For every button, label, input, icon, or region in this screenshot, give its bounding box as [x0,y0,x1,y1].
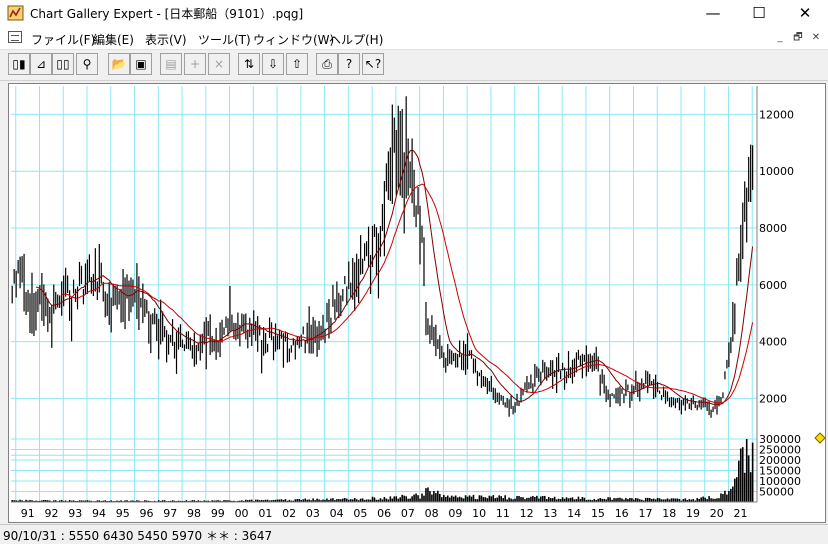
menu-bar: ファイル(F) 編集(E) 表示(V) ツール(T) ウィンドウ(W) ヘルプ(… [0,27,828,50]
moving-average-2 [61,183,754,404]
help-icon: ? [345,57,353,71]
year-tick-label: 16 [615,507,629,520]
menu-edit[interactable]: 編集(E) [93,33,134,47]
doc-restore-button[interactable]: 🗗 [793,32,803,43]
save-disk-button[interactable]: ▣ [130,53,152,75]
year-tick-label: 97 [163,507,177,520]
price-tick-label: 10000 [759,165,794,178]
print-icon: ⎙ [322,57,332,71]
year-tick-label: 00 [235,507,249,520]
download-arrow-icon: ⇩ [267,57,279,71]
price-tick-label: 4000 [759,336,787,349]
year-tick-label: 06 [377,507,391,520]
year-tick-label: 01 [258,507,272,520]
price-tick-label: 6000 [759,279,787,292]
year-tick-label: 07 [401,507,415,520]
year-tick-label: 12 [520,507,534,520]
year-tick-label: 03 [306,507,320,520]
open-folder-button[interactable]: 📂 [108,53,130,75]
year-tick-label: 94 [92,507,106,520]
volume-tick-label: 50000 [759,486,794,499]
print-button[interactable]: ⎙ [316,53,338,75]
menu-tools[interactable]: ツール(T) [198,33,251,47]
year-tick-label: 10 [472,507,486,520]
doc-close-button[interactable]: ✕ [811,32,821,43]
doc-minimize-button[interactable]: _ [777,32,783,43]
menu-view[interactable]: 表示(V) [145,33,187,47]
step-line-icon: ⊿ [35,57,47,71]
year-tick-label: 08 [425,507,439,520]
price-tick-label: 12000 [759,108,794,121]
year-tick-label: 14 [567,507,581,520]
year-tick-label: 92 [45,507,59,520]
upload-arrow-icon: ⇧ [291,57,303,71]
year-tick-label: 98 [187,507,201,520]
year-tick-label: 02 [282,507,296,520]
menu-window[interactable]: ウィンドウ(W) [253,33,335,47]
save-disk-icon: ▣ [135,57,147,71]
two-panel-button[interactable]: ▯▯ [52,53,74,75]
volume-tick-label: 250000 [759,444,801,457]
year-tick-label: 17 [638,507,652,520]
volume-tick-label: 200000 [759,454,801,467]
year-tick-label: 18 [662,507,676,520]
maximize-button[interactable]: ☐ [752,4,766,22]
context-help-button[interactable]: ↖? [362,53,384,75]
delete-button[interactable]: × [208,53,230,75]
price-tick-label: 8000 [759,222,787,235]
upload-arrow-button[interactable]: ⇧ [286,53,308,75]
title-bar: Chart Gallery Expert - [日本郵船（9101）.pqg] … [0,0,828,27]
year-tick-label: 99 [211,507,225,520]
add-icon: + [189,57,201,71]
stock-chart: 1200010000800060004000200030000025000020… [11,86,825,520]
year-tick-label: 93 [68,507,82,520]
chart-area[interactable]: 12000 10000 8000 6000 4000 2000 300000 250000 20… [8,83,826,523]
scale-button[interactable]: ⇅ [238,53,260,75]
year-tick-label: 20 [710,507,724,520]
year-tick-label: 11 [496,507,510,520]
scale-icon: ⇅ [243,57,255,71]
binoculars-button[interactable]: ⚲ [76,53,98,75]
window-title: Chart Gallery Expert - [日本郵船（9101）.pqg] [30,7,304,21]
properties-icon: ▤ [165,57,177,71]
year-tick-label: 04 [330,507,344,520]
add-button[interactable]: + [184,53,206,75]
year-tick-label: 91 [21,507,35,520]
toolbar: ▯▮ ⊿ ▯▯ ⚲ 📂 ▣ ▤ + × ⇅ ⇩ ⇧ ⎙? ↖? [0,50,828,81]
minimize-button[interactable]: — [705,4,721,22]
year-tick-label: 95 [116,507,130,520]
price-tick-label: 2000 [759,392,787,405]
app-logo-icon [7,5,24,21]
status-bar: 90/10/31 : 5550 6430 5450 5970 ＊＊ : 3647 [0,524,828,543]
year-tick-label: 13 [543,507,557,520]
delete-icon: × [213,57,225,71]
year-tick-label: 09 [448,507,462,520]
close-button[interactable]: ✕ [798,4,812,22]
properties-button[interactable]: ▤ [160,53,182,75]
moving-average-1 [35,149,754,405]
open-folder-icon: 📂 [111,57,127,71]
scale-marker-icon [814,432,825,444]
year-tick-label: 21 [733,507,747,520]
help-button[interactable]: ? [338,53,360,75]
step-line-button[interactable]: ⊿ [30,53,52,75]
candlestick-chart-button[interactable]: ▯▮ [8,53,30,75]
year-tick-label: 05 [353,507,367,520]
status-readout: 90/10/31 : 5550 6430 5450 5970 ＊＊ : 3647 [3,529,273,543]
context-help-icon: ↖? [364,57,382,71]
binoculars-icon: ⚲ [82,57,92,71]
download-arrow-button[interactable]: ⇩ [262,53,284,75]
year-tick-label: 15 [591,507,605,520]
volume-tick-label: 300000 [759,433,801,446]
two-panel-icon: ▯▯ [56,57,70,71]
volume-tick-label: 100000 [759,475,801,488]
document-icon[interactable] [8,31,22,43]
menu-help[interactable]: ヘルプ(H) [329,33,384,47]
year-tick-label: 19 [686,507,700,520]
candlestick-chart-icon: ▯▮ [12,57,26,71]
volume-tick-label: 150000 [759,465,801,478]
menu-file[interactable]: ファイル(F) [31,33,96,47]
year-tick-label: 96 [140,507,154,520]
